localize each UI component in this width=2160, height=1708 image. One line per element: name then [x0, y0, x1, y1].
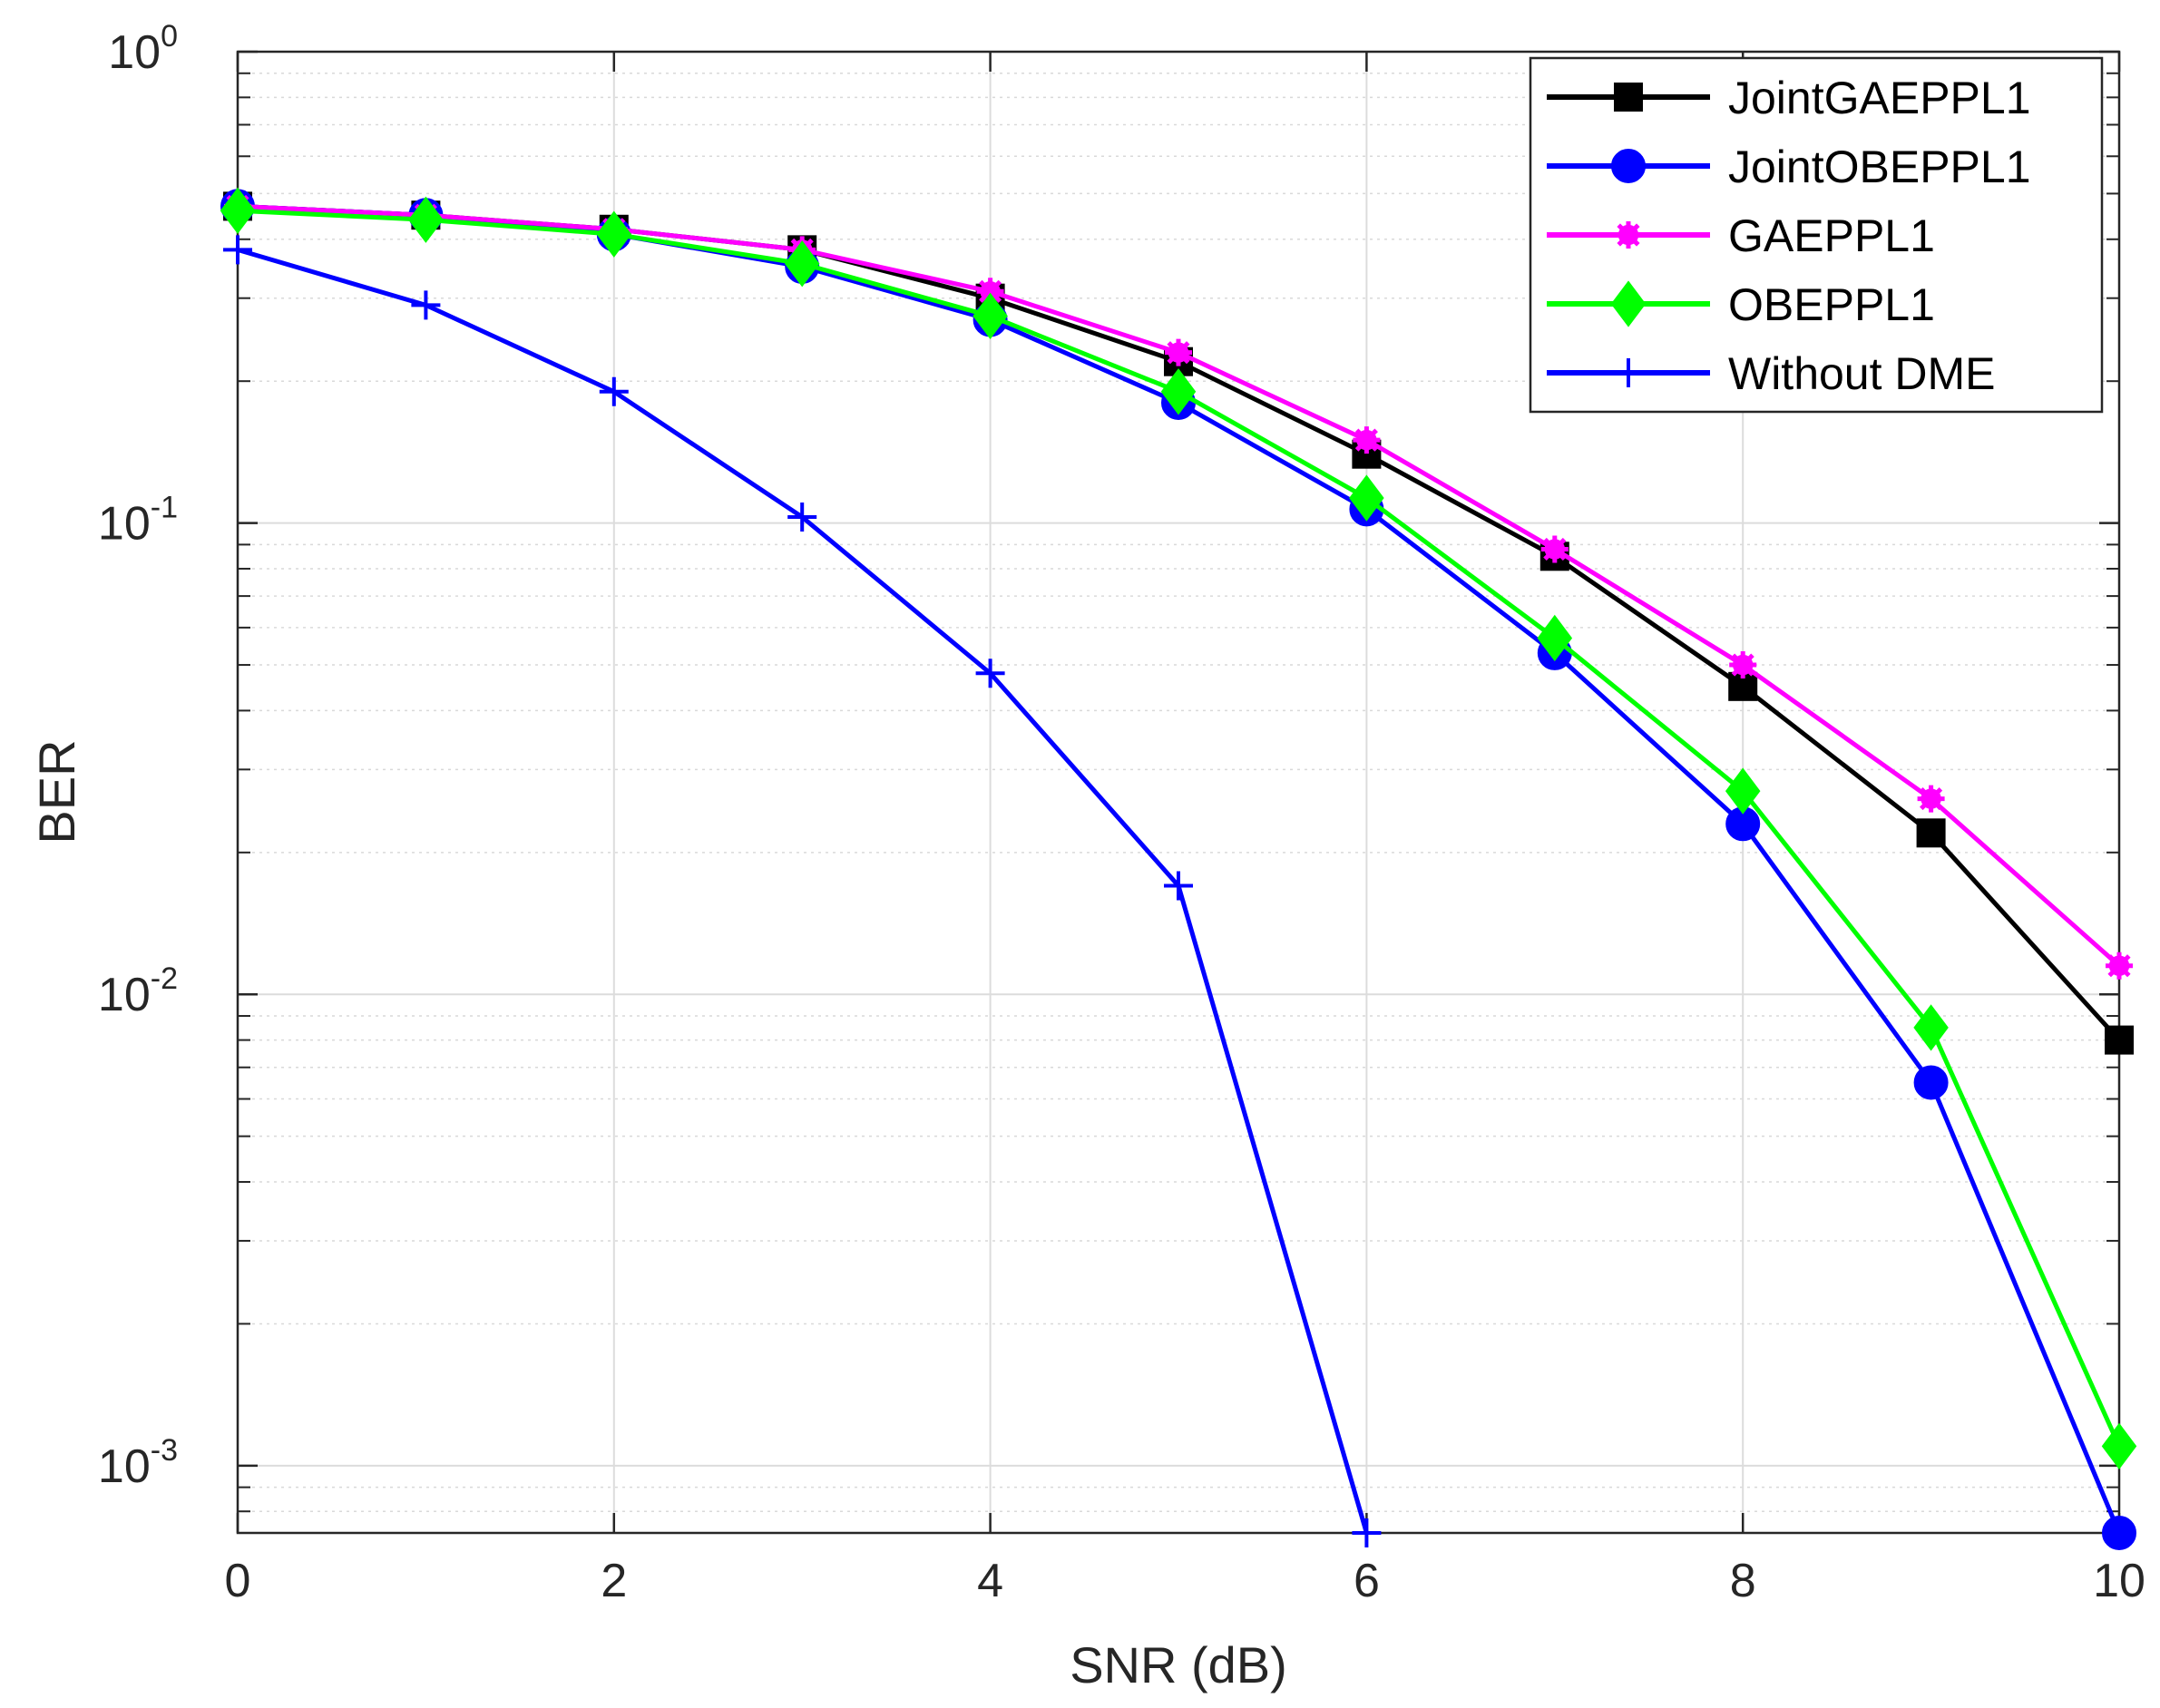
data-point-obeppl1	[784, 240, 820, 288]
data-point-gaeppl1	[976, 278, 1004, 306]
series-obeppl1	[220, 187, 2137, 1470]
y-tick-label: 10-3	[98, 1433, 178, 1493]
y-tick-base: 10	[98, 1440, 151, 1493]
data-point-jointgaeppl1	[2105, 1025, 2134, 1055]
data-point-without-dme	[975, 659, 1005, 688]
data-point-jointgaeppl1	[1916, 818, 1946, 848]
legend-item-gaeppl1: GAEPPL1	[1547, 210, 1935, 261]
legend-marker-jointgaeppl1	[1614, 83, 1643, 112]
x-tick-label: 4	[977, 1555, 1003, 1607]
data-point-obeppl1	[220, 187, 256, 234]
data-point-jointobeppl1	[2102, 1516, 2136, 1550]
x-tick-label: 10	[2093, 1555, 2145, 1607]
legend-item-jointobeppl1: JointOBEPPL1	[1547, 142, 2031, 192]
series-gaeppl1	[224, 192, 2133, 980]
y-tick-exponent: -2	[151, 961, 178, 996]
legend-marker-without-dme	[1614, 358, 1643, 387]
x-axis-label: SNR (dB)	[1070, 1636, 1287, 1693]
legend-label-without-dme: Without DME	[1728, 348, 1996, 399]
x-tick-label: 8	[1730, 1555, 1756, 1607]
data-point-without-dme	[599, 376, 629, 406]
data-point-obeppl1	[1537, 614, 1573, 662]
legend-marker-obeppl1	[1610, 280, 1647, 327]
data-point-without-dme	[787, 502, 817, 532]
legend: JointGAEPPL1 JointOBEPPL1 GAEPPL1 OBEPPL1 Wi…	[1529, 56, 2104, 414]
y-tick-exponent: -1	[151, 491, 178, 525]
data-point-obeppl1	[596, 210, 632, 258]
legend-marker-jointobeppl1	[1611, 149, 1646, 183]
data-point-without-dme	[1164, 871, 1193, 901]
legend-item-obeppl1: OBEPPL1	[1547, 279, 1935, 330]
data-point-jointobeppl1	[1913, 1065, 1949, 1100]
legend-item-jointgaeppl1: JointGAEPPL1	[1547, 73, 2031, 123]
legend-label-jointgaeppl1: JointGAEPPL1	[1728, 73, 2031, 123]
data-point-obeppl1	[1725, 767, 1761, 815]
data-point-gaeppl1	[2106, 952, 2133, 980]
x-tick-label: 6	[1354, 1555, 1380, 1607]
data-point-obeppl1	[1160, 368, 1197, 415]
data-point-obeppl1	[408, 196, 444, 243]
data-point-gaeppl1	[1353, 426, 1381, 454]
x-tick-label: 0	[225, 1555, 251, 1607]
y-tick-label: 10-1	[98, 491, 178, 551]
y-axis-label: BER	[28, 739, 85, 844]
legend-item-without-dme: Without DME	[1547, 348, 1996, 399]
legend-label-jointobeppl1: JointOBEPPL1	[1728, 142, 2031, 192]
legend-label-obeppl1: OBEPPL1	[1728, 279, 1935, 330]
legend-marker-gaeppl1	[1615, 221, 1642, 249]
data-point-gaeppl1	[1165, 338, 1192, 366]
y-tick-label: 10-2	[98, 961, 178, 1021]
data-point-gaeppl1	[1917, 785, 1945, 813]
data-point-gaeppl1	[1540, 535, 1569, 563]
y-tick-exponent: 0	[161, 19, 178, 54]
data-point-without-dme	[1352, 1518, 1382, 1547]
series-without-dme	[223, 235, 1382, 1547]
legend-label-gaeppl1: GAEPPL1	[1728, 210, 1935, 261]
data-point-obeppl1	[1349, 474, 1384, 522]
x-tick-label: 2	[601, 1555, 627, 1607]
series-layer	[220, 187, 2137, 1550]
y-tick-base: 10	[98, 498, 151, 551]
y-tick-label: 100	[108, 19, 178, 79]
y-tick-exponent: -3	[151, 1433, 178, 1468]
y-tick-base: 10	[98, 969, 151, 1021]
data-point-obeppl1	[1913, 1004, 1949, 1051]
data-point-without-dme	[223, 235, 252, 265]
data-point-obeppl1	[2101, 1422, 2137, 1470]
data-point-gaeppl1	[1729, 651, 1757, 679]
data-point-obeppl1	[972, 292, 1008, 340]
y-tick-base: 10	[108, 26, 161, 79]
data-point-without-dme	[411, 290, 441, 320]
plot-frame	[236, 50, 2121, 1535]
